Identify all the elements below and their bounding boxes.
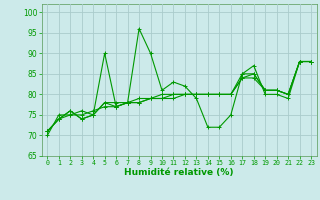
X-axis label: Humidité relative (%): Humidité relative (%) [124,168,234,177]
